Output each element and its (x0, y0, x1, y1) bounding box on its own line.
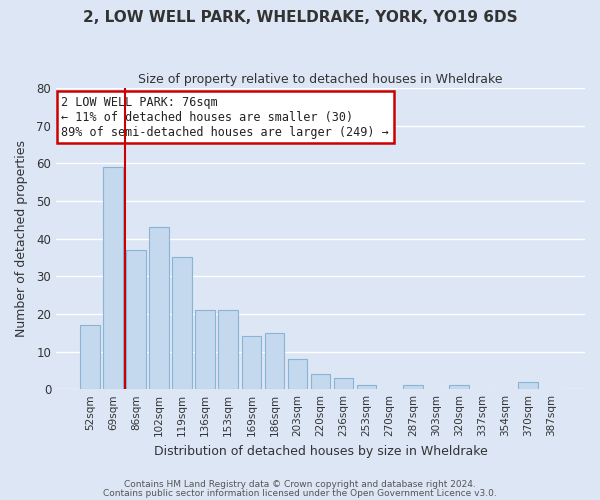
Bar (218, 310, 238, 389)
Bar (172, 258, 192, 389)
Bar (518, 382, 538, 389)
Bar (103, 167, 123, 389)
Bar (242, 336, 261, 389)
Bar (403, 386, 422, 389)
Bar (311, 374, 331, 389)
Bar (265, 332, 284, 389)
Bar (80, 325, 100, 389)
Bar (149, 228, 169, 389)
Bar (449, 386, 469, 389)
Bar (196, 310, 215, 389)
Bar (287, 359, 307, 389)
Title: Size of property relative to detached houses in Wheldrake: Size of property relative to detached ho… (138, 72, 503, 86)
X-axis label: Distribution of detached houses by size in Wheldrake: Distribution of detached houses by size … (154, 444, 487, 458)
Y-axis label: Number of detached properties: Number of detached properties (15, 140, 28, 337)
Text: 2, LOW WELL PARK, WHELDRAKE, YORK, YO19 6DS: 2, LOW WELL PARK, WHELDRAKE, YORK, YO19 … (83, 10, 517, 25)
Bar (334, 378, 353, 389)
Text: Contains HM Land Registry data © Crown copyright and database right 2024.: Contains HM Land Registry data © Crown c… (124, 480, 476, 489)
Text: 2 LOW WELL PARK: 76sqm
← 11% of detached houses are smaller (30)
89% of semi-det: 2 LOW WELL PARK: 76sqm ← 11% of detached… (61, 96, 389, 138)
Bar (357, 386, 376, 389)
Text: Contains public sector information licensed under the Open Government Licence v3: Contains public sector information licen… (103, 488, 497, 498)
Bar (126, 250, 146, 389)
